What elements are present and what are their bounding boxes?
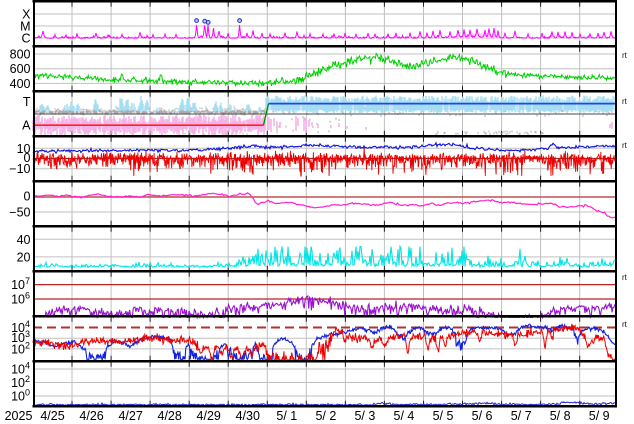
svg-text:C: C: [21, 32, 30, 46]
svg-text:4/25: 4/25: [40, 409, 64, 423]
svg-text:20: 20: [17, 250, 31, 264]
svg-text:5/ 4: 5/ 4: [394, 409, 415, 423]
svg-text:5/ 6: 5/ 6: [472, 409, 493, 423]
svg-text:10: 10: [17, 142, 31, 156]
svg-text:5/ 1: 5/ 1: [276, 409, 297, 423]
svg-text:4/27: 4/27: [118, 409, 142, 423]
svg-text:5/ 2: 5/ 2: [315, 409, 336, 423]
svg-text:5/ 8: 5/ 8: [550, 409, 571, 423]
svg-text:400: 400: [10, 77, 31, 91]
svg-text:10: 10: [11, 390, 25, 404]
svg-text:rt: rt: [622, 320, 628, 329]
svg-text:10: 10: [11, 293, 25, 307]
svg-text:800: 800: [10, 48, 31, 62]
svg-text:4/28: 4/28: [158, 409, 182, 423]
svg-text:−10: −10: [9, 162, 30, 176]
svg-text:5/ 3: 5/ 3: [354, 409, 375, 423]
svg-text:0: 0: [24, 190, 31, 204]
svg-text:T: T: [23, 95, 31, 109]
svg-text:2025: 2025: [5, 409, 33, 423]
svg-text:10: 10: [11, 321, 25, 335]
svg-text:M: M: [20, 20, 30, 34]
svg-text:10: 10: [11, 331, 25, 345]
svg-text:600: 600: [10, 62, 31, 76]
svg-text:4: 4: [25, 319, 30, 329]
svg-text:4/29: 4/29: [197, 409, 221, 423]
svg-text:7: 7: [25, 276, 30, 286]
svg-text:5/ 9: 5/ 9: [589, 409, 610, 423]
svg-text:A: A: [22, 119, 31, 133]
svg-text:3: 3: [25, 329, 30, 339]
svg-text:−50: −50: [9, 206, 30, 220]
svg-text:rt: rt: [622, 51, 628, 60]
svg-text:4: 4: [25, 361, 30, 371]
svg-text:10: 10: [11, 363, 25, 377]
svg-text:40: 40: [17, 233, 31, 247]
svg-text:4/26: 4/26: [79, 409, 103, 423]
svg-text:6: 6: [25, 291, 30, 301]
svg-text:rt: rt: [622, 97, 628, 106]
svg-text:4/30: 4/30: [236, 409, 260, 423]
svg-text:5/ 5: 5/ 5: [433, 409, 454, 423]
svg-text:10: 10: [11, 342, 25, 356]
svg-text:rt: rt: [622, 141, 628, 150]
svg-text:5/ 7: 5/ 7: [511, 409, 532, 423]
svg-text:rt: rt: [622, 273, 628, 282]
svg-text:10: 10: [11, 278, 25, 292]
svg-text:10: 10: [11, 376, 25, 390]
svg-text:0: 0: [24, 151, 31, 165]
svg-text:2: 2: [25, 374, 30, 384]
svg-text:0: 0: [25, 388, 30, 398]
svg-text:X: X: [22, 8, 31, 22]
svg-text:2: 2: [25, 340, 30, 350]
